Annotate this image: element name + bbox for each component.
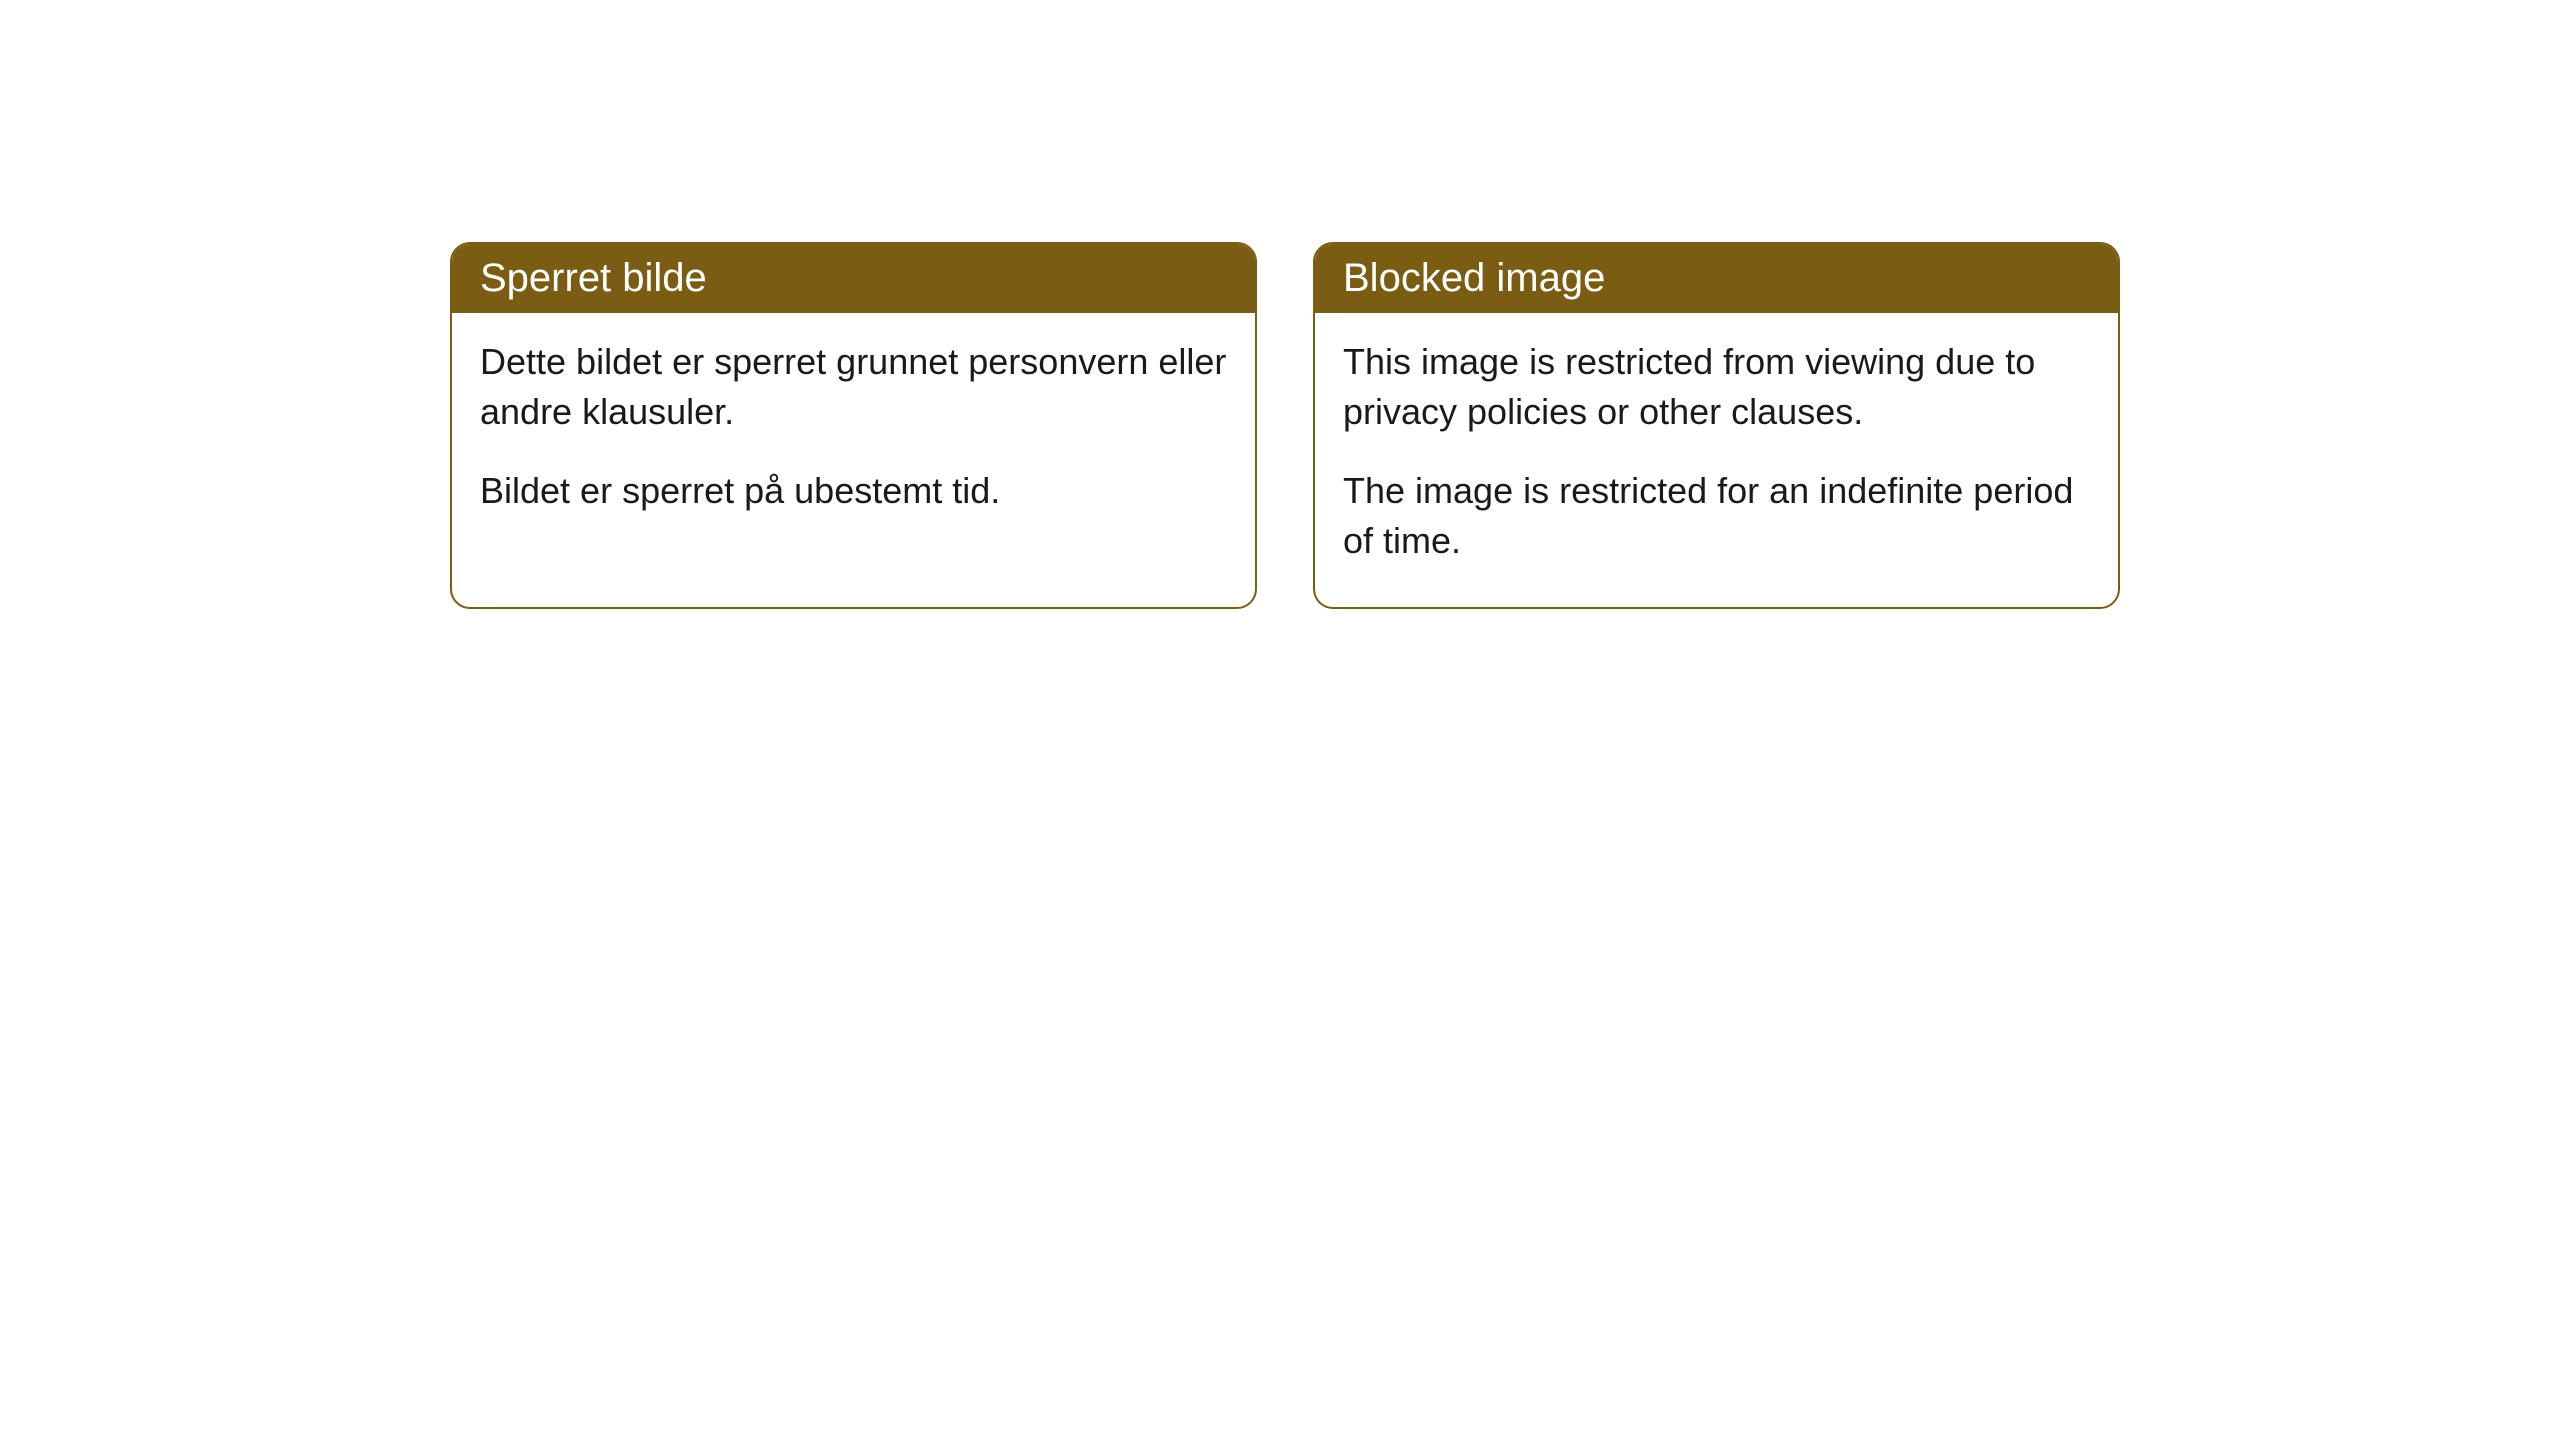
card-paragraph: Dette bildet er sperret grunnet personve… <box>480 337 1227 438</box>
blocked-image-card-norwegian: Sperret bilde Dette bildet er sperret gr… <box>450 242 1257 609</box>
blocked-image-card-english: Blocked image This image is restricted f… <box>1313 242 2120 609</box>
card-body: Dette bildet er sperret grunnet personve… <box>452 313 1255 556</box>
card-paragraph: Bildet er sperret på ubestemt tid. <box>480 466 1227 516</box>
card-title: Blocked image <box>1343 256 1605 300</box>
card-paragraph: This image is restricted from viewing du… <box>1343 337 2090 438</box>
card-body: This image is restricted from viewing du… <box>1315 313 2118 607</box>
card-title: Sperret bilde <box>480 256 707 300</box>
card-paragraph: The image is restricted for an indefinit… <box>1343 466 2090 567</box>
card-header: Sperret bilde <box>452 244 1255 313</box>
card-header: Blocked image <box>1315 244 2118 313</box>
notice-container: Sperret bilde Dette bildet er sperret gr… <box>0 0 2560 609</box>
